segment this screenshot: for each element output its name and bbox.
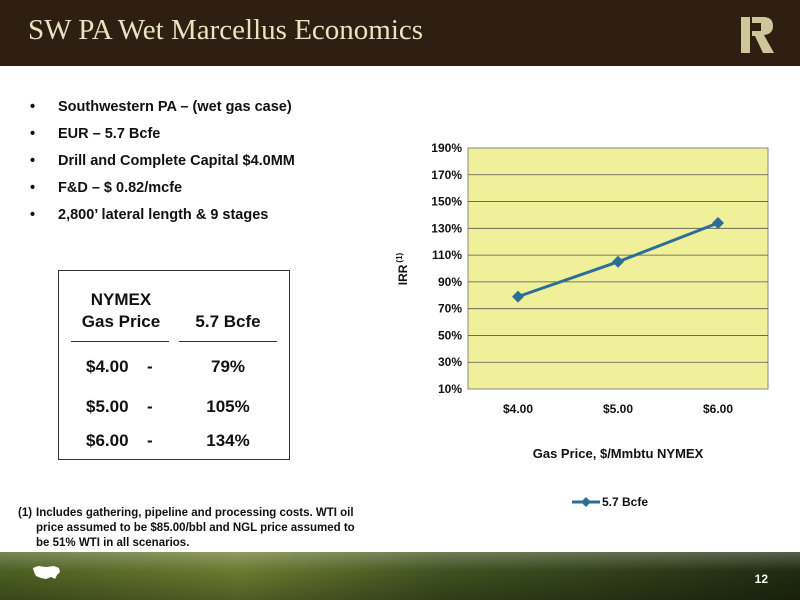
legend: 5.7 Bcfe xyxy=(572,495,648,509)
table-header-rule xyxy=(179,341,277,342)
grid-lines xyxy=(468,174,768,363)
table-cell-price: $5.00 xyxy=(86,397,129,416)
table-cell-dash: - xyxy=(147,397,153,416)
page-number: 12 xyxy=(754,572,768,586)
table-cell-irr: 134% xyxy=(206,431,250,450)
y-axis-label-superscript: (1) xyxy=(395,252,404,262)
footer-shade xyxy=(0,552,800,600)
y-axis-label-text: IRR xyxy=(396,264,410,285)
data-point-marker xyxy=(512,290,524,303)
table-cell-irr: 105% xyxy=(206,397,250,416)
x-tick-label: $6.00 xyxy=(703,402,733,416)
irr-line-chart: 10% 30% 50% 70% 90% 110% 130% 150% 170% 190% $4.0… xyxy=(395,141,769,509)
footnote-number: (1) xyxy=(18,507,33,519)
y-tick-label: 170% xyxy=(431,168,462,182)
y-tick-label: 190% xyxy=(431,141,462,155)
y-tick-label: 90% xyxy=(438,275,462,289)
y-tick-label: 130% xyxy=(431,221,462,235)
x-axis-ticks: $4.00 $5.00 $6.00 xyxy=(503,402,733,416)
y-tick-label: 110% xyxy=(432,248,462,262)
x-tick-label: $5.00 xyxy=(603,402,633,416)
footnote-text: Includes gathering, pipeline and process… xyxy=(36,507,355,549)
bullet-list: Southwestern PA – (wet gas case) EUR – 5… xyxy=(28,94,295,229)
bullet-item: 2,800’ lateral length & 9 stages xyxy=(28,202,295,229)
y-tick-label: 50% xyxy=(438,328,462,342)
table-cell-price: $6.00 xyxy=(86,431,129,450)
x-axis-label: Gas Price, $/Mmbtu NYMEX xyxy=(533,446,704,461)
bullet-item: EUR – 5.7 Bcfe xyxy=(28,121,295,148)
y-axis-label: IRR (1) xyxy=(395,252,410,285)
slide-title: SW PA Wet Marcellus Economics xyxy=(28,14,424,46)
plot-area xyxy=(467,147,769,390)
y-tick-label: 70% xyxy=(438,302,462,316)
table-header-bcfe: 5.7 Bcfe xyxy=(195,312,261,331)
y-axis-label-group: IRR (1) xyxy=(395,252,410,285)
irr-table: NYMEX Gas Price 5.7 Bcfe $4.00 - 79% $5.… xyxy=(58,270,290,460)
table-cell-dash: - xyxy=(147,357,153,376)
bullet-item: F&D – $ 0.82/mcfe xyxy=(28,175,295,202)
bullet-item: Drill and Complete Capital $4.0MM xyxy=(28,148,295,175)
x-tick-label: $4.00 xyxy=(503,402,533,416)
table-header-line: Gas Price xyxy=(81,312,161,331)
slide-header: SW PA Wet Marcellus Economics xyxy=(0,0,800,66)
company-logo-icon xyxy=(741,17,774,53)
bullet-item: Southwestern PA – (wet gas case) xyxy=(28,94,295,121)
legend-marker xyxy=(581,497,591,507)
data-point-marker xyxy=(712,216,724,229)
y-tick-label: 150% xyxy=(431,195,462,209)
table-header-rule xyxy=(71,341,169,342)
y-axis-ticks: 10% 30% 50% 70% 90% 110% 130% 150% 170% 190% xyxy=(431,141,462,396)
table-cell-irr: 79% xyxy=(210,357,246,376)
y-tick-label: 30% xyxy=(438,355,462,369)
legend-label: 5.7 Bcfe xyxy=(602,495,648,509)
table-cell-dash: - xyxy=(147,431,153,450)
y-tick-label: 10% xyxy=(438,382,462,396)
table-cell-price: $4.00 xyxy=(86,357,129,376)
usa-map-icon xyxy=(33,566,60,579)
table-header-gas-price: NYMEX Gas Price xyxy=(67,289,175,333)
footer-landscape-band xyxy=(0,552,800,600)
table-header-line: NYMEX xyxy=(90,290,152,309)
